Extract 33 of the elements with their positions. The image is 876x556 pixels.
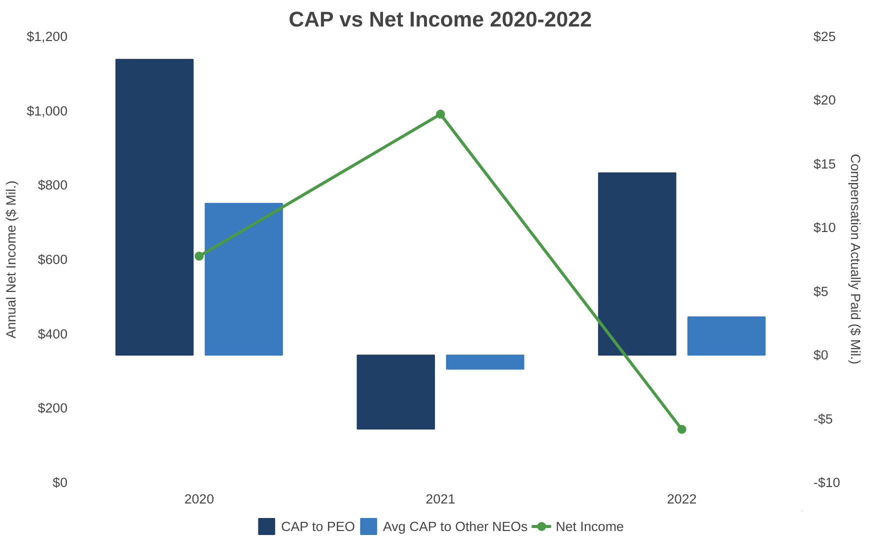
bar [687,316,766,356]
bar [356,354,435,430]
y2-tick-label: -$10 [814,475,840,490]
point [194,252,204,261]
y2-tick-label: $15 [814,156,836,172]
y2-tick-label: $10 [814,220,836,236]
x-tick-label: 2021 [426,492,456,506]
y-tick-label: $800 [38,178,68,193]
bar [115,58,194,356]
y-tick-label: $0 [52,475,68,490]
x-tick-label: 2020 [184,492,214,506]
y-tick-label: $400 [38,326,68,342]
bar [446,354,524,370]
y-tick-label: $600 [38,252,68,267]
y2-tick-label: $25 [814,29,836,44]
y2-axis-title: Compensation Actually Paid ($ Mil.) [848,154,864,364]
point [436,110,445,119]
y-tick-label: $1,200 [26,29,68,44]
chart-title: CAP vs Net Income 2020-2022 [288,8,592,32]
y2-tick-label: $0 [814,348,828,363]
y-axis-title: Annual Net Income ($ Mil.) [4,180,19,338]
y2-tick-label: $20 [814,92,836,108]
legend-label: Net Income [556,518,624,534]
y-tick-label: $1,000 [26,103,68,118]
y-tick-label: $200 [38,400,68,416]
y2-tick-label: $5 [814,284,828,299]
legend-label: CAP to PEO [281,518,355,534]
y2-tick-label: -$5 [814,411,833,426]
legend-label: Avg CAP to Other NEOs [382,518,528,534]
bar [204,202,283,356]
x-tick-label: 2022 [667,492,697,506]
point [677,424,686,434]
bar [598,172,676,356]
